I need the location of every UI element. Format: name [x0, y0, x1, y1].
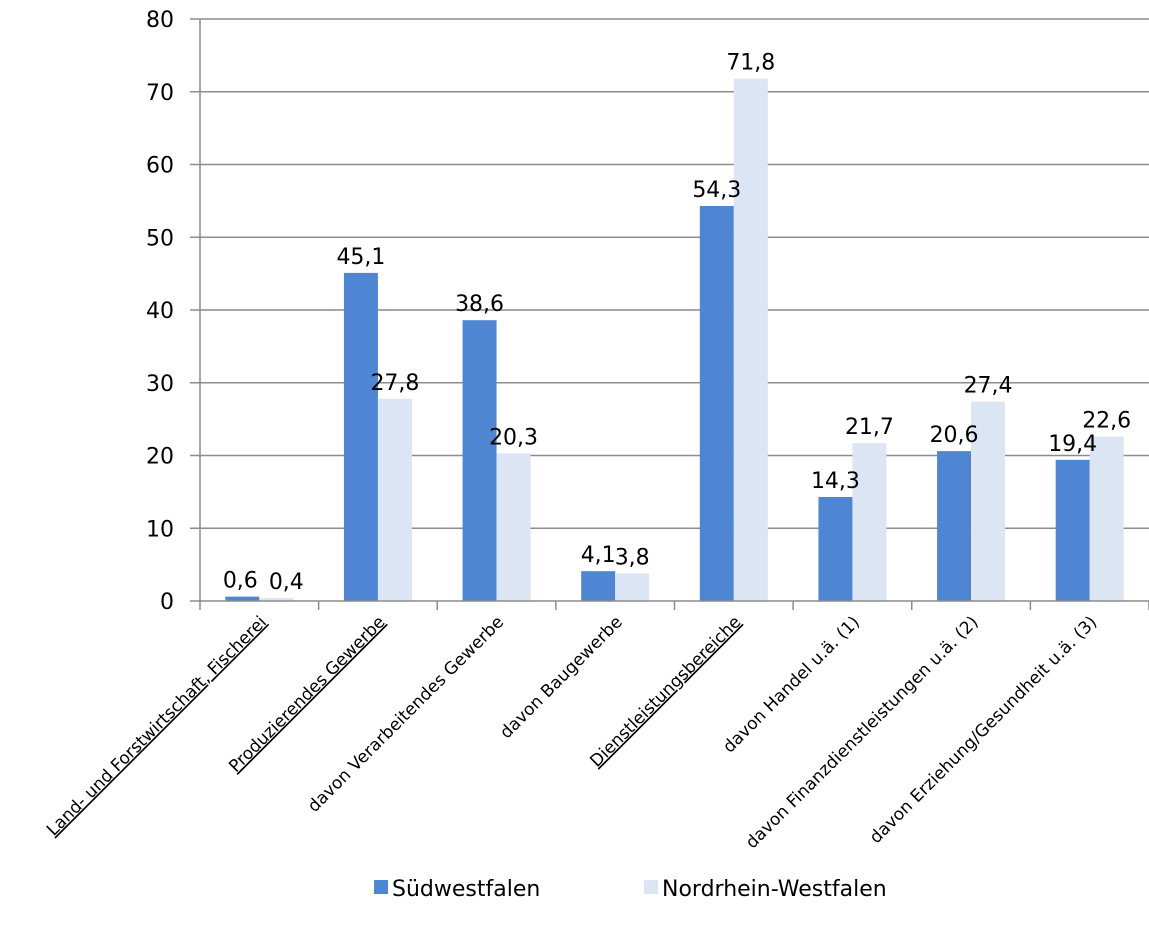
- x-category-label-0: Land- und Forstwirtschaft, Fischerei: [43, 612, 271, 840]
- bar-suedwestfalen-2: [462, 320, 497, 601]
- x-category-label-6: davon Finanzdienstleistungen u.ä. (2): [742, 612, 983, 853]
- data-label-nrw-6: 27,4: [964, 374, 1013, 399]
- bar-suedwestfalen-6: [937, 451, 972, 601]
- y-tick-label-10: 10: [146, 517, 174, 542]
- data-labels: 0,6 0,4 45,1 27,8 38,6 20,3 4,1 3,8 54,3 71,8 14,3…: [223, 51, 1131, 595]
- x-category-label-7: davon Erziehung/Gesundheit u.ä. (3): [866, 612, 1101, 847]
- gridlines: [200, 18, 1149, 529]
- y-tick-label-60: 60: [146, 154, 174, 179]
- bars: [225, 78, 1124, 601]
- bar-suedwestfalen-5: [818, 496, 853, 601]
- data-label-nrw-2: 20,3: [489, 425, 538, 450]
- legend: Südwestfalen Nordrhein-Westfalen: [374, 877, 887, 902]
- data-label-nrw-3: 3,8: [615, 545, 650, 570]
- bar-nrw-1: [377, 398, 412, 601]
- bar-suedwestfalen-4: [699, 205, 734, 601]
- data-label-nrw-5: 21,7: [845, 415, 894, 440]
- data-label-nrw-7: 22,6: [1082, 409, 1131, 434]
- data-label-suedwestfalen-3: 4,1: [581, 543, 616, 568]
- y-tick-label-50: 50: [146, 226, 174, 251]
- data-label-nrw-0: 0,4: [269, 570, 304, 595]
- data-label-nrw-1: 27,8: [370, 371, 419, 396]
- bar-nrw-0: [259, 598, 294, 601]
- data-label-suedwestfalen-2: 38,6: [455, 292, 504, 317]
- x-axis-category-labels: Land- und Forstwirtschaft, FischereiProd…: [43, 612, 1101, 853]
- x-category-label-5: davon Handel u.ä. (1): [719, 612, 864, 757]
- bar-nrw-6: [971, 401, 1006, 601]
- x-axis: [199, 19, 1149, 610]
- y-tick-label-40: 40: [146, 299, 174, 324]
- bar-nrw-2: [496, 453, 531, 601]
- bar-nrw-7: [1089, 436, 1124, 601]
- bar-suedwestfalen-1: [343, 272, 378, 601]
- bar-nrw-4: [733, 78, 768, 601]
- legend-label-nrw: Nordrhein-Westfalen: [662, 877, 887, 902]
- y-axis-tick-labels: 0 10 20 30 40 50 60 70 80: [146, 8, 200, 615]
- y-tick-label-80: 80: [146, 8, 174, 33]
- data-label-suedwestfalen-0: 0,6: [223, 569, 258, 594]
- bar-nrw-5: [852, 443, 887, 601]
- x-category-label-3: davon Baugewerbe: [496, 612, 627, 743]
- legend-label-suedwestfalen: Südwestfalen: [392, 877, 540, 902]
- data-label-suedwestfalen-1: 45,1: [336, 245, 385, 270]
- y-tick-label-0: 0: [160, 590, 174, 615]
- legend-swatch-nrw: [644, 880, 658, 894]
- x-category-label-2: davon Verarbeitendes Gewerbe: [304, 612, 508, 816]
- data-label-suedwestfalen-7: 19,4: [1048, 432, 1097, 457]
- legend-swatch-suedwestfalen: [374, 880, 388, 894]
- bar-suedwestfalen-7: [1055, 459, 1090, 601]
- y-tick-label-70: 70: [146, 81, 174, 106]
- bar-suedwestfalen-0: [225, 596, 260, 601]
- data-label-suedwestfalen-4: 54,3: [692, 178, 741, 203]
- data-label-suedwestfalen-5: 14,3: [811, 469, 860, 494]
- data-label-nrw-4: 71,8: [726, 51, 775, 76]
- data-label-suedwestfalen-6: 20,6: [930, 423, 979, 448]
- y-tick-label-30: 30: [146, 372, 174, 397]
- bar-suedwestfalen-3: [581, 571, 616, 601]
- bar-nrw-3: [615, 573, 650, 601]
- y-tick-label-20: 20: [146, 445, 174, 470]
